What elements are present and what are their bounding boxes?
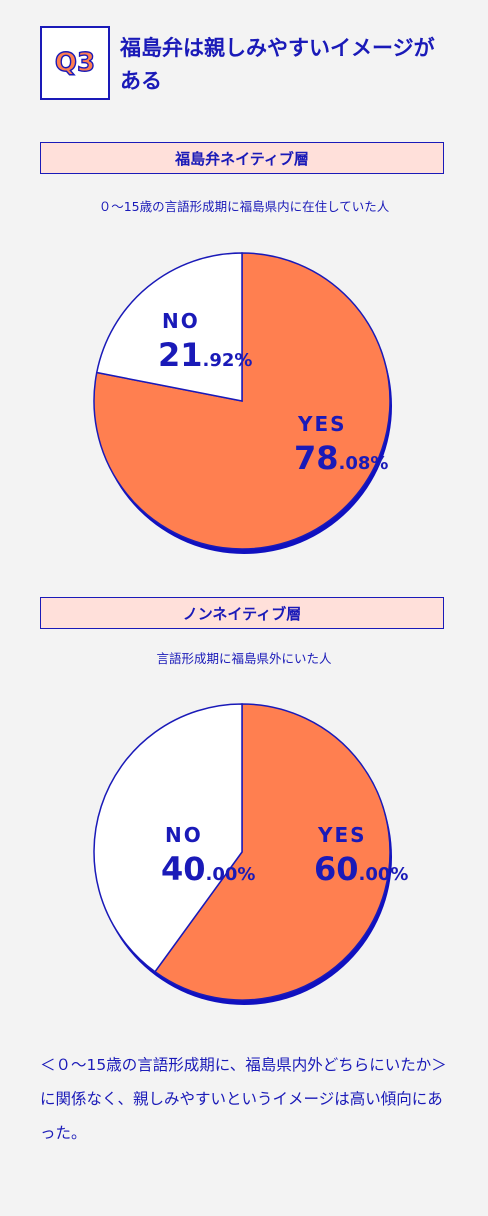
question-badge: Q3	[40, 26, 110, 100]
section-subtitle-nonnative: 言語形成期に福島県外にいた人	[156, 651, 332, 666]
slice-value-yes: 78.08%	[294, 439, 388, 477]
question-header: Q3 福島弁は親しみやすいイメージがある	[40, 26, 450, 106]
pie-chart-nonnative: YES 60.00% NO 40.00%	[93, 703, 408, 1005]
slice-value-no: 21.92%	[158, 336, 252, 374]
slice-label-yes: YES	[297, 412, 347, 436]
section-title-nonnative: ノンネイティブ層	[40, 597, 444, 629]
slice-value-yes: 60.00%	[314, 850, 408, 888]
summary-text: ＜０～15歳の言語形成期に、福島県内外どちらにいたか＞に関係なく、親しみやすいと…	[40, 1056, 447, 1142]
slice-label-no: NO	[162, 309, 200, 333]
section-subtitle-native: ０～15歳の言語形成期に福島県内に在住していた人	[98, 199, 390, 214]
slice-value-no: 40.00%	[161, 850, 255, 888]
question-number: Q3	[54, 47, 96, 78]
question-title: 福島弁は親しみやすいイメージがある	[120, 36, 435, 93]
pie-slice-yes	[153, 703, 391, 1001]
slice-label-yes: YES	[317, 823, 367, 847]
slice-label-no: NO	[165, 823, 203, 847]
pie-chart-native: YES 78.08% NO 21.92%	[93, 252, 392, 554]
section-title-native: 福島弁ネイティブ層	[40, 142, 444, 174]
pie-slice-no	[93, 703, 243, 973]
pie-slice-no	[95, 252, 243, 402]
